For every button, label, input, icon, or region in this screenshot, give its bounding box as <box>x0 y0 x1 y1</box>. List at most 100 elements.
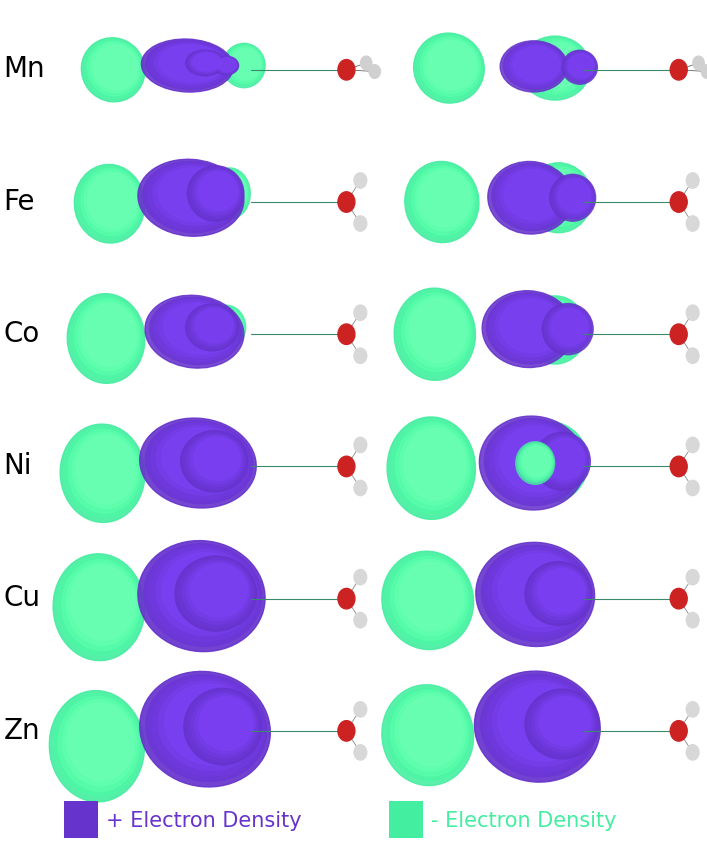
Ellipse shape <box>202 579 232 610</box>
Ellipse shape <box>200 713 245 757</box>
Ellipse shape <box>562 51 597 85</box>
Ellipse shape <box>534 433 590 491</box>
Ellipse shape <box>162 429 243 492</box>
Ellipse shape <box>195 694 255 754</box>
Ellipse shape <box>523 296 587 365</box>
Ellipse shape <box>523 39 588 98</box>
Ellipse shape <box>201 442 239 481</box>
Ellipse shape <box>530 43 585 92</box>
Ellipse shape <box>84 41 143 100</box>
Ellipse shape <box>427 42 477 90</box>
Ellipse shape <box>395 694 466 771</box>
Ellipse shape <box>162 553 251 630</box>
Ellipse shape <box>525 562 592 625</box>
Ellipse shape <box>525 689 600 759</box>
Text: Cu: Cu <box>4 584 40 612</box>
Ellipse shape <box>211 308 243 346</box>
Ellipse shape <box>405 162 479 244</box>
Ellipse shape <box>67 703 134 780</box>
Ellipse shape <box>141 40 233 93</box>
Ellipse shape <box>143 162 241 233</box>
Ellipse shape <box>476 543 595 647</box>
Ellipse shape <box>49 691 144 802</box>
Ellipse shape <box>82 304 136 367</box>
Ellipse shape <box>198 173 238 211</box>
Ellipse shape <box>71 296 143 380</box>
Ellipse shape <box>534 170 587 223</box>
Circle shape <box>686 438 699 453</box>
Circle shape <box>670 457 687 477</box>
Ellipse shape <box>164 304 233 354</box>
Circle shape <box>686 348 699 364</box>
Ellipse shape <box>533 44 583 89</box>
Ellipse shape <box>66 563 137 646</box>
Text: Zn: Zn <box>4 716 40 744</box>
Ellipse shape <box>204 443 238 480</box>
Ellipse shape <box>209 718 240 749</box>
Ellipse shape <box>395 289 475 381</box>
Ellipse shape <box>549 308 589 348</box>
Ellipse shape <box>217 59 237 73</box>
Ellipse shape <box>138 541 265 652</box>
Ellipse shape <box>156 550 255 636</box>
Circle shape <box>686 702 699 717</box>
Ellipse shape <box>538 171 585 220</box>
Ellipse shape <box>140 418 256 509</box>
Ellipse shape <box>194 438 240 481</box>
Ellipse shape <box>532 302 582 355</box>
Ellipse shape <box>563 52 597 83</box>
Circle shape <box>686 481 699 496</box>
Circle shape <box>369 66 380 79</box>
Circle shape <box>670 60 687 81</box>
Ellipse shape <box>481 675 597 777</box>
Ellipse shape <box>399 562 464 631</box>
Ellipse shape <box>54 694 142 797</box>
Ellipse shape <box>148 164 238 230</box>
Ellipse shape <box>539 697 591 746</box>
Ellipse shape <box>421 37 480 97</box>
Ellipse shape <box>187 167 244 222</box>
Ellipse shape <box>187 52 223 76</box>
Ellipse shape <box>532 566 588 619</box>
Ellipse shape <box>215 58 238 75</box>
Ellipse shape <box>415 169 473 232</box>
Ellipse shape <box>88 174 137 229</box>
Ellipse shape <box>386 555 471 645</box>
Ellipse shape <box>493 551 585 632</box>
Circle shape <box>354 702 367 717</box>
Ellipse shape <box>530 300 583 358</box>
Ellipse shape <box>187 435 244 486</box>
Ellipse shape <box>88 43 141 96</box>
Circle shape <box>354 613 367 628</box>
Ellipse shape <box>191 53 221 73</box>
Ellipse shape <box>534 567 587 617</box>
Ellipse shape <box>209 307 245 348</box>
Ellipse shape <box>184 433 246 490</box>
Ellipse shape <box>158 681 259 770</box>
Ellipse shape <box>187 690 259 762</box>
Ellipse shape <box>510 687 588 765</box>
Ellipse shape <box>414 34 484 104</box>
Ellipse shape <box>140 671 270 787</box>
Ellipse shape <box>187 562 250 620</box>
Ellipse shape <box>528 691 597 756</box>
Circle shape <box>338 589 355 609</box>
Ellipse shape <box>78 302 139 371</box>
Ellipse shape <box>158 169 232 222</box>
Ellipse shape <box>515 442 554 485</box>
Circle shape <box>686 174 699 189</box>
Circle shape <box>686 613 699 628</box>
Ellipse shape <box>417 36 482 101</box>
Ellipse shape <box>81 170 141 236</box>
Ellipse shape <box>409 299 467 363</box>
Ellipse shape <box>155 44 226 85</box>
Ellipse shape <box>500 427 573 492</box>
Ellipse shape <box>202 714 245 756</box>
Circle shape <box>354 348 367 364</box>
Ellipse shape <box>522 566 575 621</box>
Circle shape <box>670 721 687 741</box>
Circle shape <box>693 57 704 71</box>
Ellipse shape <box>197 576 235 616</box>
Ellipse shape <box>193 54 220 72</box>
Text: Co: Co <box>4 320 40 348</box>
